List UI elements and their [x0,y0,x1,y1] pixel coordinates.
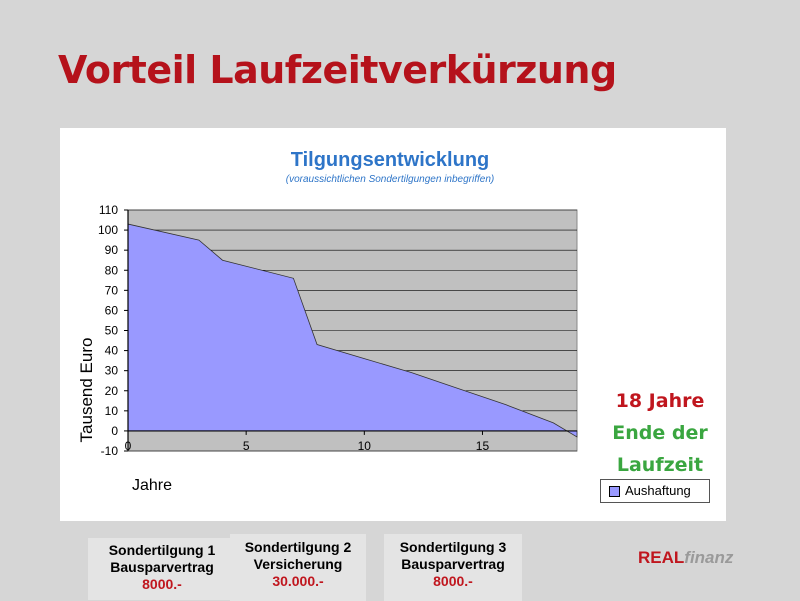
y-tick-label-10: 10 [105,404,119,418]
y-tick-label-0: 0 [111,424,118,438]
y-tick-label-80: 80 [105,263,119,277]
y-tick-label-50: 50 [105,324,119,338]
y-tick-label-20: 20 [105,384,119,398]
x-tick-label-15: 15 [476,439,490,453]
note-line-2: Ende der [612,422,708,444]
x-tick-label-0: 0 [125,439,132,453]
chart-subtitle: (voraussichtlichen Sondertilgungen inbeg… [286,174,494,185]
y-tick-label-40: 40 [105,344,119,358]
brand-part-2: finanz [684,548,734,567]
sondertilgung-1-subtitle: Bausparvertrag [110,559,214,575]
sondertilgung-3-box: Sondertilgung 3 Bausparvertrag 8000.- [384,534,522,601]
y-tick-label-60: 60 [105,303,119,317]
note-line-3: Laufzeit [616,454,704,476]
x-tick-label-10: 10 [358,439,372,453]
slide-title: Vorteil Laufzeitverkürzung [58,48,617,92]
brand-logo: REALfinanz [638,548,733,568]
x-axis-label: Jahre [132,477,172,494]
sondertilgung-2-subtitle: Versicherung [253,556,343,572]
legend-swatch [609,486,620,497]
plot-area: -10 0 10 20 30 40 50 60 70 80 90 100 110 0 5 10 15 [98,203,578,458]
x-tick-label-5: 5 [243,439,250,453]
y-axis-label: Tausend Euro [77,338,96,443]
sondertilgung-3-amount: 8000.- [433,573,473,589]
y-tick-label-30: 30 [105,364,119,378]
chart-legend: Aushaftung [600,479,710,503]
y-tick-label-110: 110 [99,203,118,217]
note-line-1: 18 Jahre [615,390,705,412]
area-series-aushaftung [127,223,578,438]
sondertilgung-1-title: Sondertilgung 1 [108,542,216,558]
sondertilgung-2-box: Sondertilgung 2 Versicherung 30.000.- [230,534,366,601]
y-tick-label-100: 100 [98,223,118,237]
y-tick-label--10: -10 [101,444,119,458]
chart-panel: Tilgungsentwicklung (voraussichtlichen S… [60,128,726,521]
sondertilgung-1-box: Sondertilgung 1 Bausparvertrag 8000.- [88,538,236,600]
sondertilgung-2-title: Sondertilgung 2 [244,539,352,555]
brand-part-1: REAL [638,548,685,567]
chart-title: Tilgungsentwicklung [291,149,490,171]
chart-svg: Tilgungsentwicklung (voraussichtlichen S… [77,149,578,494]
sondertilgung-2-amount: 30.000.- [272,573,324,589]
sondertilgung-3-title: Sondertilgung 3 [399,539,507,555]
sondertilgung-3-subtitle: Bausparvertrag [401,556,505,572]
y-tick-label-90: 90 [105,243,119,257]
legend-label: Aushaftung [625,483,691,498]
y-tick-label-70: 70 [105,283,119,297]
sondertilgung-1-amount: 8000.- [142,576,182,592]
